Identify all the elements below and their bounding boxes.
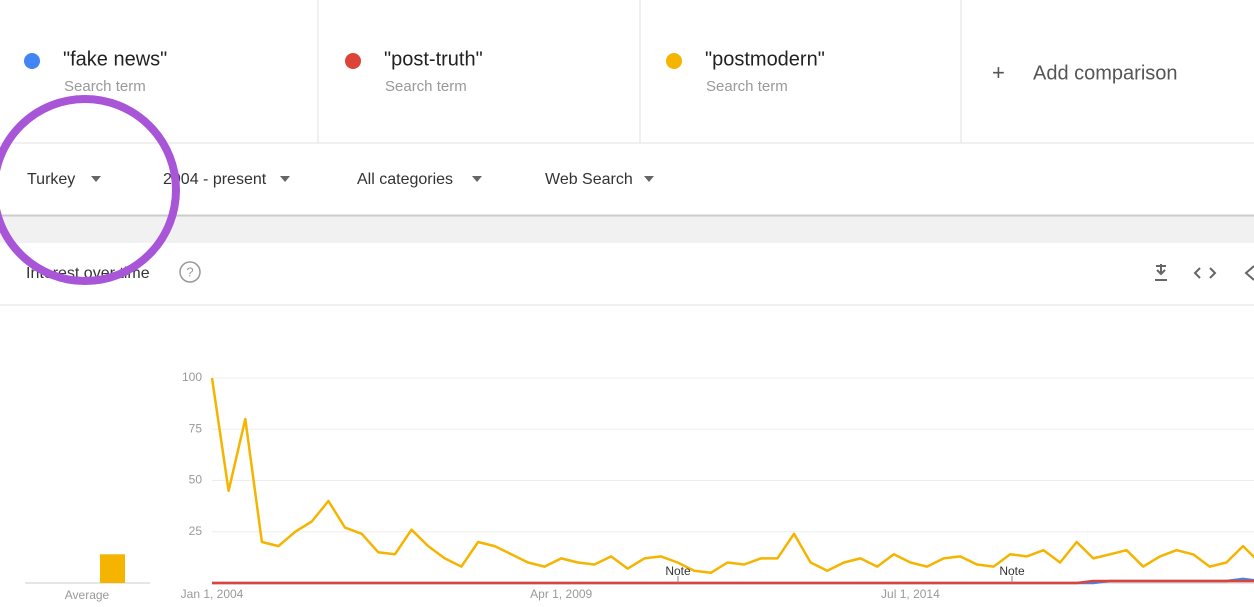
caret: [91, 176, 101, 182]
term-card[interactable]: "post-truth" Search term: [345, 48, 483, 95]
filter-geo[interactable]: Turkey: [27, 171, 75, 188]
y-tick-label: 75: [189, 421, 203, 435]
term-name: "postmodern": [705, 48, 825, 70]
term-dot: [345, 53, 361, 69]
gap-band: [0, 215, 1254, 243]
download-icon[interactable]: [1155, 264, 1167, 281]
term-dot: [666, 53, 682, 69]
help-icon-glyph: ?: [186, 264, 193, 279]
term-name: "fake news": [63, 48, 167, 70]
caret: [472, 176, 482, 182]
caret: [280, 176, 290, 182]
add-comparison[interactable]: Add comparison: [1033, 62, 1178, 84]
term-card[interactable]: "fake news" Search term: [24, 48, 167, 95]
share-icon[interactable]: [1244, 265, 1254, 281]
term-name: "post-truth": [384, 48, 483, 70]
y-tick-label: 50: [189, 473, 203, 487]
term-card[interactable]: "postmodern" Search term: [666, 48, 825, 95]
highlight-circle: [0, 95, 180, 285]
term-label: Search term: [706, 78, 788, 95]
x-tick-label: Jan 1, 2004: [181, 587, 244, 601]
average-bar: [100, 554, 125, 583]
y-tick-label: 25: [189, 524, 203, 538]
term-label: Search term: [64, 78, 146, 95]
caret: [644, 176, 654, 182]
filter-search-type[interactable]: Web Search: [545, 171, 633, 188]
filters-bar: Turkey 2004 - present All categories Web…: [0, 171, 1254, 243]
series-line: [210, 377, 1254, 575]
term-label: Search term: [385, 78, 467, 95]
x-tick-label: Jul 1, 2014: [881, 587, 940, 601]
x-tick-label: Apr 1, 2009: [530, 587, 592, 601]
section-header: Interest over time ?: [0, 261, 1254, 306]
average-label: Average: [65, 588, 110, 602]
filter-category[interactable]: All categories: [357, 171, 453, 188]
help-icon[interactable]: [179, 261, 201, 283]
filter-time[interactable]: 2004 - present: [163, 171, 267, 188]
y-tick-label: 100: [182, 370, 202, 384]
note-annotation: Note: [999, 564, 1025, 578]
note-annotation: Note: [665, 564, 691, 578]
term-dot: [24, 53, 40, 69]
chart: 25 50 75 100 Jan 1, 2004 Apr 1, 2009 Jul 1, 20…: [25, 370, 1254, 602]
plus-icon[interactable]: +: [992, 60, 1005, 85]
terms-bar: "fake news" Search term "post-truth" Search…: [0, 0, 1254, 144]
embed-icon[interactable]: [1193, 267, 1217, 279]
series-line: [212, 579, 1254, 585]
